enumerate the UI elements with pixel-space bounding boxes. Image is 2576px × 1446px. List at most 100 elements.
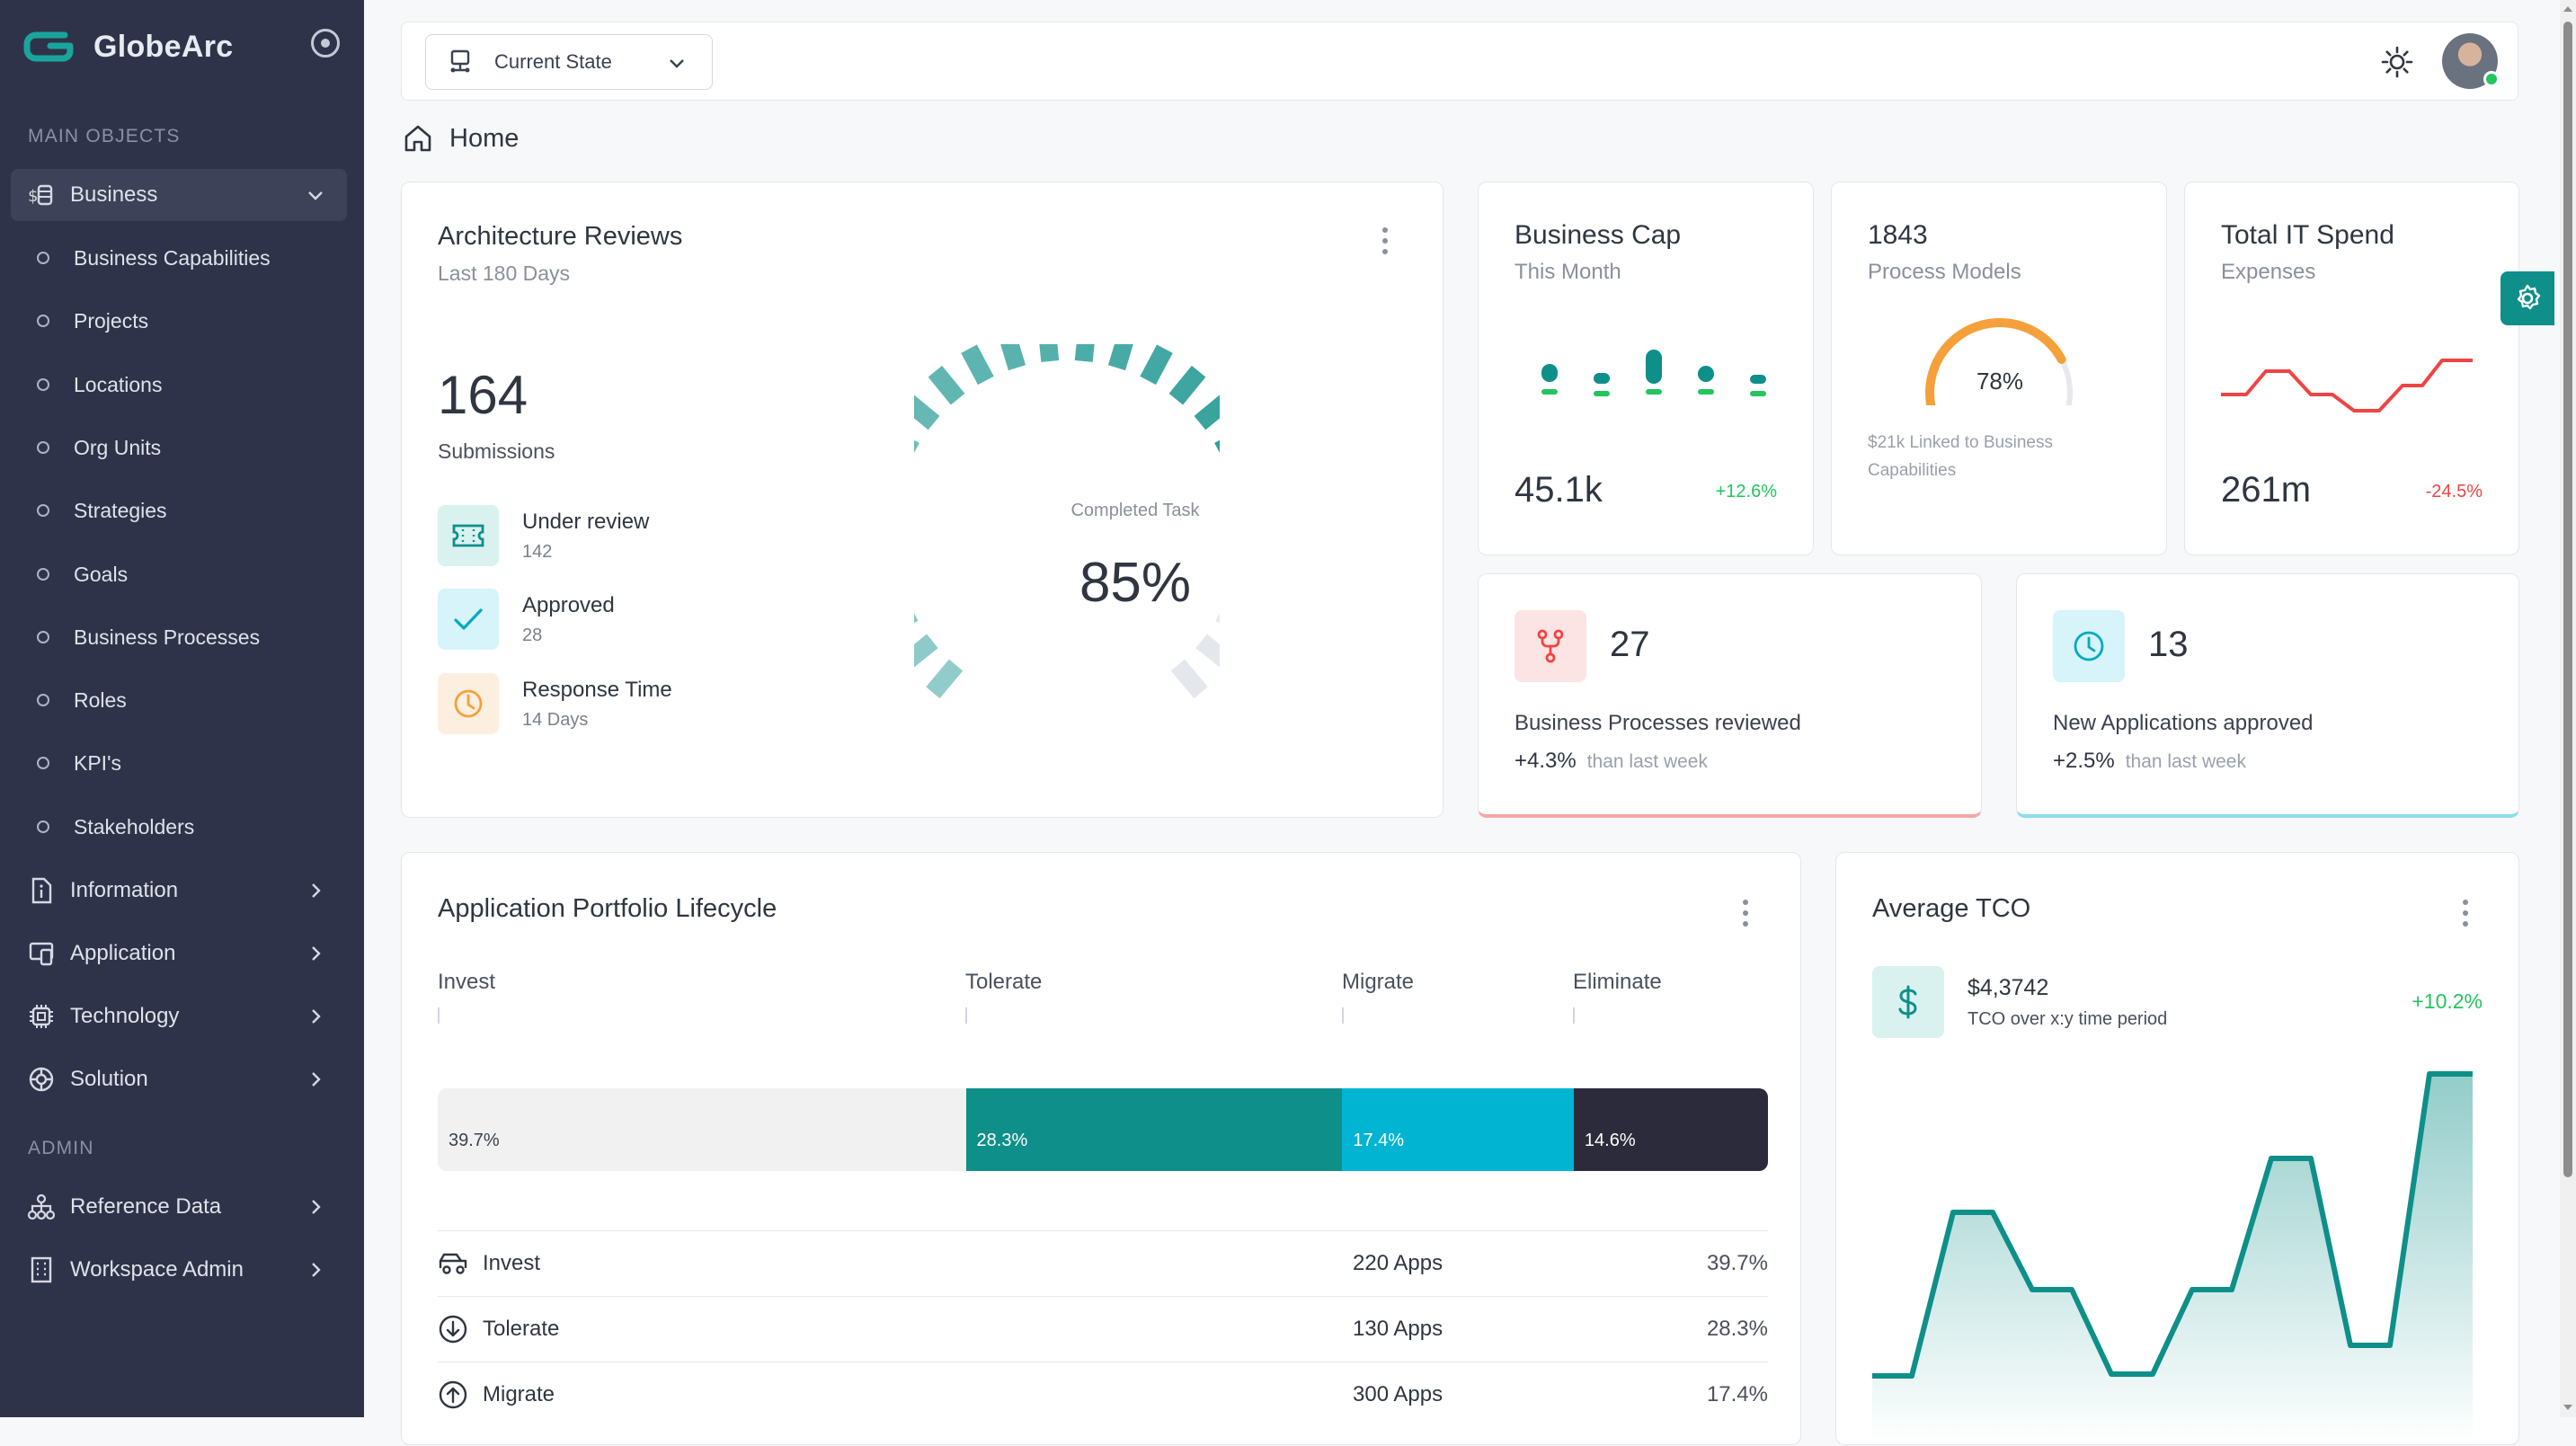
process-models-card: 1843 Process Models 78% $21k Linked to B… (1831, 182, 2167, 555)
processes-reviewed-label: Business Processes reviewed (1515, 711, 1801, 735)
globearc-logo-icon (23, 31, 74, 62)
gauge-segment (1214, 439, 1220, 453)
stat-response-time: Response Time 14 Days (438, 672, 672, 735)
scrollbar-thumb[interactable] (2563, 22, 2572, 1177)
sidebar-item-solution[interactable]: Solution (11, 1053, 347, 1105)
mini-bar-base (1646, 389, 1662, 395)
kpi-icon (37, 757, 49, 769)
chevron-down-icon (308, 191, 323, 200)
car-icon (439, 1253, 467, 1274)
collapse-sidebar-icon[interactable] (311, 29, 340, 58)
stat-label: Approved (522, 592, 615, 617)
sidebar-item-locations[interactable]: Locations (11, 359, 347, 411)
dollar-icon (1872, 966, 1944, 1038)
change-value: +4.3% (1515, 749, 1577, 773)
scroll-down-icon[interactable] (2563, 1402, 2573, 1413)
sidebar-item-projects[interactable]: Projects (11, 295, 347, 347)
clock-icon (2053, 610, 2125, 682)
table-row[interactable]: Invest 220 Apps 39.7% (438, 1230, 1768, 1295)
chevron-right-icon (312, 1263, 321, 1277)
gauge-segment (1000, 344, 1026, 371)
table-row[interactable]: Migrate 300 Apps 17.4% (438, 1362, 1768, 1426)
section-admin: ADMIN (28, 1138, 94, 1158)
brand[interactable]: GlobeArc (23, 22, 233, 72)
stat-value: 14 Days (522, 709, 589, 730)
sidebar-item-technology[interactable]: Technology (11, 990, 347, 1042)
apps-approved-change: +2.5% than last week (2053, 749, 2246, 774)
gauge-fill (1925, 318, 2066, 405)
gauge-segment (1074, 344, 1095, 362)
sidebar-item-label: Stakeholders (74, 814, 195, 838)
change-note: than last week (1586, 751, 1708, 772)
user-icon (37, 821, 49, 833)
org-icon (37, 441, 49, 454)
tco-area-chart (1872, 1071, 2473, 1446)
scroll-up-icon[interactable] (2563, 4, 2573, 14)
sparkline-line (2221, 359, 2473, 413)
puzzle-icon (27, 1065, 56, 1094)
gauge-segment (1168, 365, 1206, 405)
breadcrumb-home[interactable]: Home (449, 123, 520, 153)
settings-gear-button[interactable] (2500, 271, 2554, 325)
processes-reviewed-change: +4.3% than last week (1515, 749, 1708, 774)
row-name: Invest (483, 1250, 541, 1275)
sidebar-item-org-units[interactable]: Org Units (11, 421, 347, 474)
home-icon[interactable] (403, 123, 433, 154)
sidebar-item-reference-data[interactable]: Reference Data (11, 1181, 347, 1233)
sidebar-item-workspace-admin[interactable]: Workspace Admin (11, 1244, 347, 1296)
submissions-label: Submissions (438, 439, 555, 463)
gauge-segment (1039, 344, 1060, 362)
gauge-segment (1140, 344, 1173, 386)
sidebar-item-label: Business (70, 182, 158, 207)
location-icon (37, 378, 49, 391)
lifecycle-segment-eliminate: 14.6% (1573, 1088, 1768, 1171)
clock-icon (438, 673, 499, 734)
stage-label-migrate: Migrate (1342, 970, 1415, 994)
more-options-icon[interactable] (2462, 900, 2469, 927)
sidebar-item-roles[interactable]: Roles (11, 674, 347, 726)
sidebar-item-application[interactable]: Application (11, 927, 347, 980)
sidebar-item-kpi-s[interactable]: KPI's (11, 737, 347, 789)
gauge-segment (914, 395, 940, 430)
mini-bar (1541, 364, 1558, 382)
sidebar-item-label: Business Capabilities (74, 245, 271, 270)
lifecycle-stacked-bar: 39.7% 28.3% 17.4% 14.6% (438, 1088, 1768, 1171)
it-spend-change: -24.5% (2425, 482, 2483, 501)
sidebar-item-label: Org Units (74, 435, 162, 459)
card-title: Business Cap (1515, 220, 1682, 250)
sidebar-item-business[interactable]: $ Business (11, 169, 347, 221)
more-options-icon[interactable] (1381, 227, 1389, 254)
mini-bar (1594, 373, 1610, 384)
stat-label: Under review (522, 509, 650, 534)
processes-reviewed-card: 27 Business Processes reviewed +4.3% than… (1478, 573, 1982, 818)
page-scrollbar[interactable] (2560, 0, 2576, 1417)
gauge-segment (1107, 344, 1133, 371)
table-row[interactable]: Tolerate 130 Apps 28.3% (438, 1296, 1768, 1361)
current-state-select[interactable]: Current State (425, 34, 713, 90)
sidebar: GlobeArc MAIN OBJECTS $ Business Busines… (0, 0, 364, 1417)
money-icon: $ (27, 181, 56, 209)
stage-tick (965, 1007, 967, 1024)
submissions-count: 164 (438, 365, 529, 425)
stat-approved: Approved 28 (438, 588, 615, 651)
sidebar-item-business-processes[interactable]: Business Processes (11, 611, 347, 663)
sidebar-item-strategies[interactable]: Strategies (11, 484, 347, 537)
tco-amount: $4,3742 (1968, 975, 2049, 1000)
avatar[interactable] (2442, 33, 2500, 89)
card-subtitle: Process Models (1868, 260, 2021, 284)
sidebar-item-stakeholders[interactable]: Stakeholders (11, 801, 347, 853)
mini-bar (1698, 366, 1714, 382)
process-models-gauge (1925, 318, 2073, 405)
sidebar-item-business-capabilities[interactable]: Business Capabilities (11, 232, 347, 284)
sidebar-item-information[interactable]: Information (11, 865, 347, 917)
business-cap-card: Business Cap This Month 45.1k +12.6% (1478, 182, 1814, 555)
stat-value: 142 (522, 541, 553, 562)
stat-under-review: Under review 142 (438, 504, 649, 567)
mini-bar-base (1698, 389, 1714, 395)
stage-label-tolerate: Tolerate (965, 970, 1043, 994)
more-options-icon[interactable] (1742, 900, 1749, 927)
sun-icon[interactable] (2379, 44, 2415, 80)
gauge-segment (914, 439, 919, 453)
chart-icon (37, 252, 49, 264)
sidebar-item-goals[interactable]: Goals (11, 548, 347, 600)
